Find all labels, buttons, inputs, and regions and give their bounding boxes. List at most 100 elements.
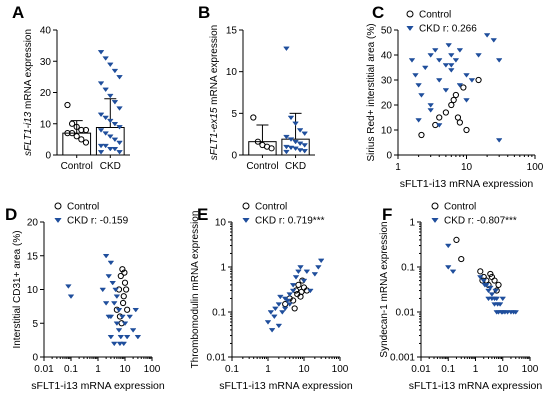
data-point-ckd <box>435 58 443 63</box>
x-axis-label: sFLT1-i13 mRNA expression <box>31 380 165 392</box>
legend-marker-ckd <box>242 218 250 224</box>
data-point-ckd <box>427 103 434 108</box>
data-point-ckd <box>97 81 105 86</box>
data-point-ckd <box>102 87 109 93</box>
legend-label-ckd: CKD r: -0.159 <box>67 216 129 227</box>
data-point-ckd <box>495 58 503 63</box>
data-point-ckd <box>102 143 109 149</box>
data-point-ckd <box>408 58 416 63</box>
x-tick-label: 1 <box>95 364 101 375</box>
data-point-ckd <box>102 115 109 121</box>
x-tick-label: CKD <box>285 161 306 172</box>
data-point-ckd <box>268 328 276 333</box>
data-point-ckd <box>113 321 121 326</box>
y-tick-label: 40 <box>40 26 52 37</box>
y-tick-label: 20 <box>27 218 39 229</box>
y-tick-label: 5 <box>231 109 237 120</box>
data-point-ckd <box>421 65 429 71</box>
legend-marker-control <box>406 10 414 18</box>
data-point-ckd <box>99 287 107 293</box>
data-point-ckd <box>121 321 129 326</box>
data-point-ckd <box>119 314 126 320</box>
data-point-ckd <box>452 58 460 63</box>
data-point-ckd <box>481 283 489 288</box>
data-point-control <box>491 277 498 284</box>
data-point-ckd <box>292 275 300 280</box>
x-tick-label: 1 <box>265 364 271 375</box>
legend-label-control: Control <box>67 202 99 213</box>
data-point-ckd <box>493 296 501 302</box>
data-point-ckd <box>275 302 283 307</box>
y-tick-label: 0 <box>231 151 237 162</box>
y-tick-label: 10 <box>27 285 39 296</box>
x-tick-label: 100 <box>332 364 349 375</box>
data-point-ckd <box>444 265 452 270</box>
data-point-control <box>298 288 305 295</box>
data-point-ckd <box>106 62 114 68</box>
y-tick-label: 1 <box>220 263 226 274</box>
x-tick-label: 1 <box>395 162 401 173</box>
data-point-ckd <box>106 134 114 139</box>
data-point-ckd <box>109 280 116 286</box>
data-point-control <box>121 279 129 286</box>
data-point-ckd <box>418 93 425 98</box>
data-point-ckd <box>427 53 434 58</box>
data-point-ckd <box>111 121 119 127</box>
data-point-ckd <box>264 320 272 325</box>
data-point-ckd <box>283 46 290 52</box>
y-tick-label: 0.01 <box>396 308 416 319</box>
data-point-ckd <box>463 73 470 78</box>
data-point-ckd <box>284 298 291 304</box>
data-point-control <box>436 114 443 121</box>
data-point-ckd <box>468 78 476 83</box>
panel-letter: D <box>5 205 17 224</box>
x-tick-label: Control <box>246 161 278 172</box>
data-point-ckd <box>456 83 464 88</box>
y-tick-label: 0.001 <box>390 353 415 364</box>
bar-control <box>62 132 92 156</box>
data-point-ckd <box>295 269 302 275</box>
legend-marker-ckd <box>431 218 439 224</box>
data-point-control <box>456 119 463 126</box>
data-point-ckd <box>301 143 308 148</box>
y-axis-label: Syndecan-1 mRNA expression <box>379 221 390 357</box>
y-tick-label: 50 <box>381 26 393 37</box>
y-tick-label: 40 <box>381 51 393 62</box>
legend-label-ckd: CKD r: -0.807*** <box>444 216 517 227</box>
y-tick-label: 0 <box>45 151 51 162</box>
data-point-ckd <box>67 294 75 299</box>
y-tick-label: 10 <box>381 126 393 137</box>
data-point-ckd <box>492 288 499 294</box>
bar-control <box>248 141 277 156</box>
data-point-ckd <box>287 137 295 142</box>
data-point-control <box>82 126 90 134</box>
x-tick-label: 0.01 <box>34 364 54 375</box>
data-point-ckd <box>286 302 293 307</box>
data-point-ckd <box>115 328 123 333</box>
data-point-ckd <box>279 310 286 315</box>
data-point-ckd <box>126 314 134 320</box>
data-point-ckd <box>116 341 124 347</box>
x-tick-label: Control <box>61 161 93 172</box>
data-point-control <box>463 126 470 134</box>
data-point-ckd <box>490 38 498 43</box>
legend-marker-control <box>242 202 250 210</box>
y-tick-label: 15 <box>27 251 39 262</box>
data-point-ckd <box>110 341 118 347</box>
data-point-control <box>295 281 302 289</box>
data-point-ckd <box>480 278 487 284</box>
x-tick-label: 10 <box>119 364 131 375</box>
data-point-ckd <box>512 310 520 315</box>
data-point-ckd <box>296 141 304 147</box>
data-point-control <box>495 281 502 289</box>
data-point-ckd <box>111 68 119 74</box>
data-point-control <box>460 84 467 91</box>
data-point-ckd <box>106 146 114 152</box>
data-point-control <box>432 121 439 129</box>
data-point-ckd <box>102 253 110 259</box>
legend-marker-control <box>54 202 62 210</box>
x-axis-label: sFLT1-i13 mRNA expression <box>219 380 353 392</box>
data-point-ckd <box>488 292 496 297</box>
y-axis-label: Thrombomodulin mRNA expression <box>190 211 201 369</box>
